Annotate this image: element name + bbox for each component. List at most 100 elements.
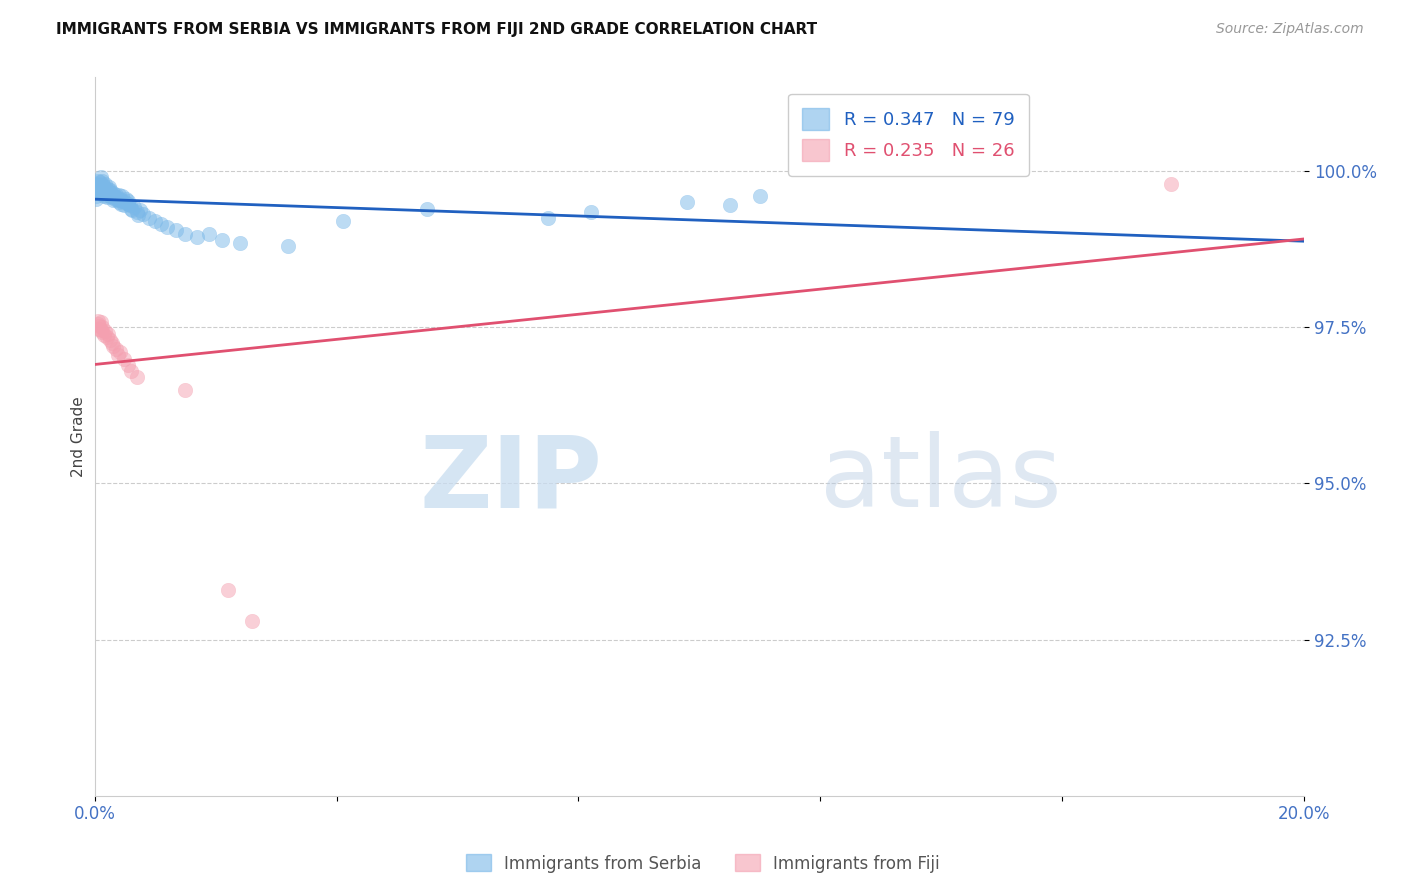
Point [90, 326, 112, 340]
Point [86, 186, 108, 200]
Point [90, 186, 112, 200]
Point [117, 194, 139, 208]
Point [127, 208, 149, 222]
Point [97, 184, 120, 198]
Point [122, 200, 145, 214]
Point [93, 180, 115, 194]
Point [107, 187, 129, 202]
Point [718, 198, 741, 212]
Point [198, 227, 221, 241]
Point [240, 614, 263, 628]
Point [90, 173, 112, 187]
Point [332, 214, 354, 228]
Point [416, 202, 439, 216]
Point [104, 187, 127, 202]
Point [537, 211, 560, 225]
Point [103, 192, 125, 206]
Point [103, 189, 125, 203]
Point [101, 190, 124, 204]
Point [98, 186, 121, 200]
Point [277, 239, 299, 253]
Point [94, 183, 117, 197]
Point [121, 202, 143, 217]
Legend: Immigrants from Serbia, Immigrants from Fiji: Immigrants from Serbia, Immigrants from … [460, 847, 946, 880]
Point [86, 192, 108, 206]
Point [165, 223, 187, 237]
Point [90, 170, 112, 185]
Y-axis label: 2nd Grade: 2nd Grade [72, 396, 86, 477]
Point [100, 335, 122, 350]
Point [94, 324, 117, 338]
Text: atlas: atlas [820, 431, 1062, 528]
Point [1160, 177, 1182, 191]
Point [87, 181, 110, 195]
Point [98, 183, 121, 197]
Point [89, 175, 111, 189]
Point [101, 193, 124, 207]
Point [89, 184, 111, 198]
Point [86, 314, 108, 328]
Point [105, 190, 128, 204]
Point [120, 364, 142, 378]
Point [90, 183, 112, 197]
Point [91, 320, 114, 334]
Point [93, 327, 115, 342]
Point [117, 358, 139, 372]
Point [87, 317, 110, 331]
Point [90, 315, 112, 329]
Point [111, 189, 134, 203]
Point [94, 187, 117, 202]
Point [86, 173, 108, 187]
Point [104, 342, 127, 356]
Point [93, 184, 115, 198]
Point [150, 217, 173, 231]
Text: Source: ZipAtlas.com: Source: ZipAtlas.com [1216, 22, 1364, 37]
Point [87, 321, 110, 335]
Point [107, 195, 129, 210]
Point [107, 193, 129, 207]
Point [112, 351, 135, 366]
Point [211, 233, 233, 247]
Point [90, 179, 112, 194]
Point [117, 196, 139, 211]
Point [748, 189, 770, 203]
Point [115, 192, 138, 206]
Point [101, 339, 124, 353]
Point [174, 227, 197, 241]
Point [229, 235, 252, 250]
Point [217, 582, 239, 597]
Point [84, 189, 107, 203]
Point [118, 198, 141, 212]
Legend: R = 0.347   N = 79, R = 0.235   N = 26: R = 0.347 N = 79, R = 0.235 N = 26 [787, 94, 1029, 176]
Point [94, 177, 117, 191]
Point [98, 189, 121, 203]
Point [108, 345, 131, 359]
Point [96, 186, 118, 201]
Point [174, 383, 197, 397]
Text: ZIP: ZIP [420, 431, 603, 528]
Point [676, 195, 699, 210]
Point [87, 178, 110, 192]
Point [579, 204, 602, 219]
Point [96, 329, 118, 343]
Point [101, 186, 124, 200]
Point [91, 181, 114, 195]
Point [129, 202, 152, 217]
Text: IMMIGRANTS FROM SERBIA VS IMMIGRANTS FROM FIJI 2ND GRADE CORRELATION CHART: IMMIGRANTS FROM SERBIA VS IMMIGRANTS FRO… [56, 22, 817, 37]
Point [98, 180, 121, 194]
Point [90, 323, 112, 337]
Point [100, 187, 122, 202]
Point [89, 319, 111, 334]
Point [112, 198, 135, 212]
Point [186, 229, 208, 244]
Point [86, 177, 108, 191]
Point [120, 202, 142, 216]
Point [138, 211, 160, 225]
Point [108, 192, 131, 206]
Point [111, 194, 134, 208]
Point [91, 178, 114, 192]
Point [97, 181, 120, 195]
Point [94, 186, 117, 200]
Point [97, 326, 120, 341]
Point [110, 196, 132, 211]
